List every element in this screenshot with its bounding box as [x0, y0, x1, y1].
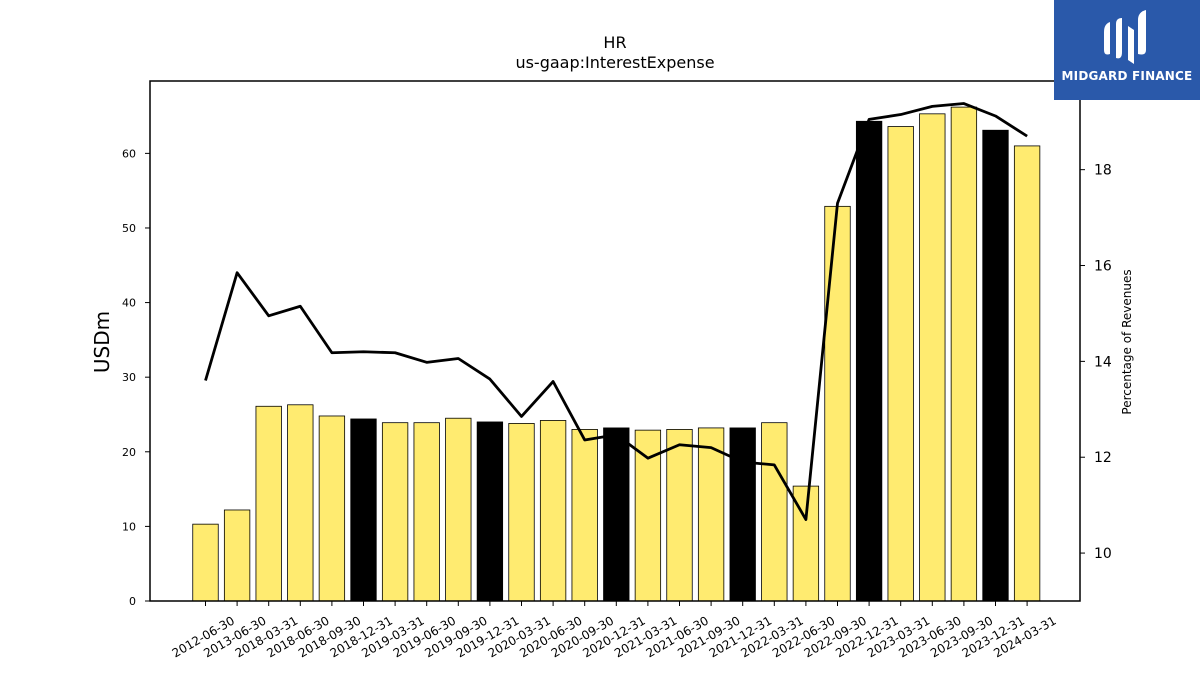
y-axis-label: USDm [90, 311, 114, 373]
bar-2024-03-31 [1013, 145, 1041, 602]
bar-2013-06-30 [223, 509, 251, 602]
bar-2022-09-30 [824, 205, 851, 602]
y2-tick-label-12: 12 [1094, 450, 1112, 466]
bar-2012-06-30 [192, 523, 219, 602]
midgard-logo-icon [1104, 10, 1146, 64]
bar-2023-06-30 [919, 113, 946, 602]
bar-2018-12-31 [350, 418, 377, 602]
bar-series [192, 106, 1041, 602]
logo-text: MIDGARD FINANCE [1061, 69, 1193, 83]
bar-2021-12-31 [729, 427, 756, 602]
bar-2021-06-30 [666, 429, 693, 602]
bar-2018-09-30 [318, 415, 346, 602]
bar-2019-12-31 [476, 421, 504, 602]
bar-2019-09-30 [445, 417, 472, 602]
y2-tick-label-18: 18 [1094, 163, 1112, 179]
bar-2023-12-31 [982, 129, 1009, 602]
y-tick-label-40: 40 [122, 297, 136, 310]
bar-2020-03-31 [508, 423, 535, 602]
y2-tick-label-14: 14 [1094, 354, 1112, 370]
y2-tick-label-16: 16 [1094, 259, 1112, 275]
bar-2018-03-31 [255, 405, 282, 602]
plot-frame [149, 80, 1081, 602]
bar-2023-09-30 [950, 106, 978, 602]
bar-2018-06-30 [287, 404, 314, 602]
bar-2019-03-31 [381, 422, 409, 602]
bar-2020-09-30 [571, 429, 598, 602]
bar-2019-06-30 [413, 422, 440, 602]
bar-2020-12-31 [603, 427, 630, 602]
y-tick-label-0: 0 [129, 595, 136, 608]
y-tick-label-60: 60 [122, 147, 136, 160]
bar-2023-03-31 [887, 126, 914, 602]
y-tick-label-20: 20 [122, 446, 136, 459]
y-tick-label-50: 50 [122, 222, 136, 235]
chart-title: HR [603, 33, 626, 52]
bar-2021-09-30 [697, 427, 725, 602]
y2-tick-label-10: 10 [1094, 546, 1112, 562]
y-tick-label-30: 30 [122, 371, 136, 384]
y-tick-label-10: 10 [122, 520, 136, 533]
bar-2022-03-31 [761, 422, 788, 602]
brand-logo: MIDGARD FINANCE [1054, 0, 1200, 100]
chart-subtitle: us-gaap:InterestExpense [515, 53, 714, 72]
percentage-line-series [204, 102, 1028, 521]
y2-axis-label: Percentage of Revenues [1120, 269, 1134, 414]
bar-2022-12-31 [855, 120, 883, 602]
bar-2020-06-30 [539, 420, 567, 602]
